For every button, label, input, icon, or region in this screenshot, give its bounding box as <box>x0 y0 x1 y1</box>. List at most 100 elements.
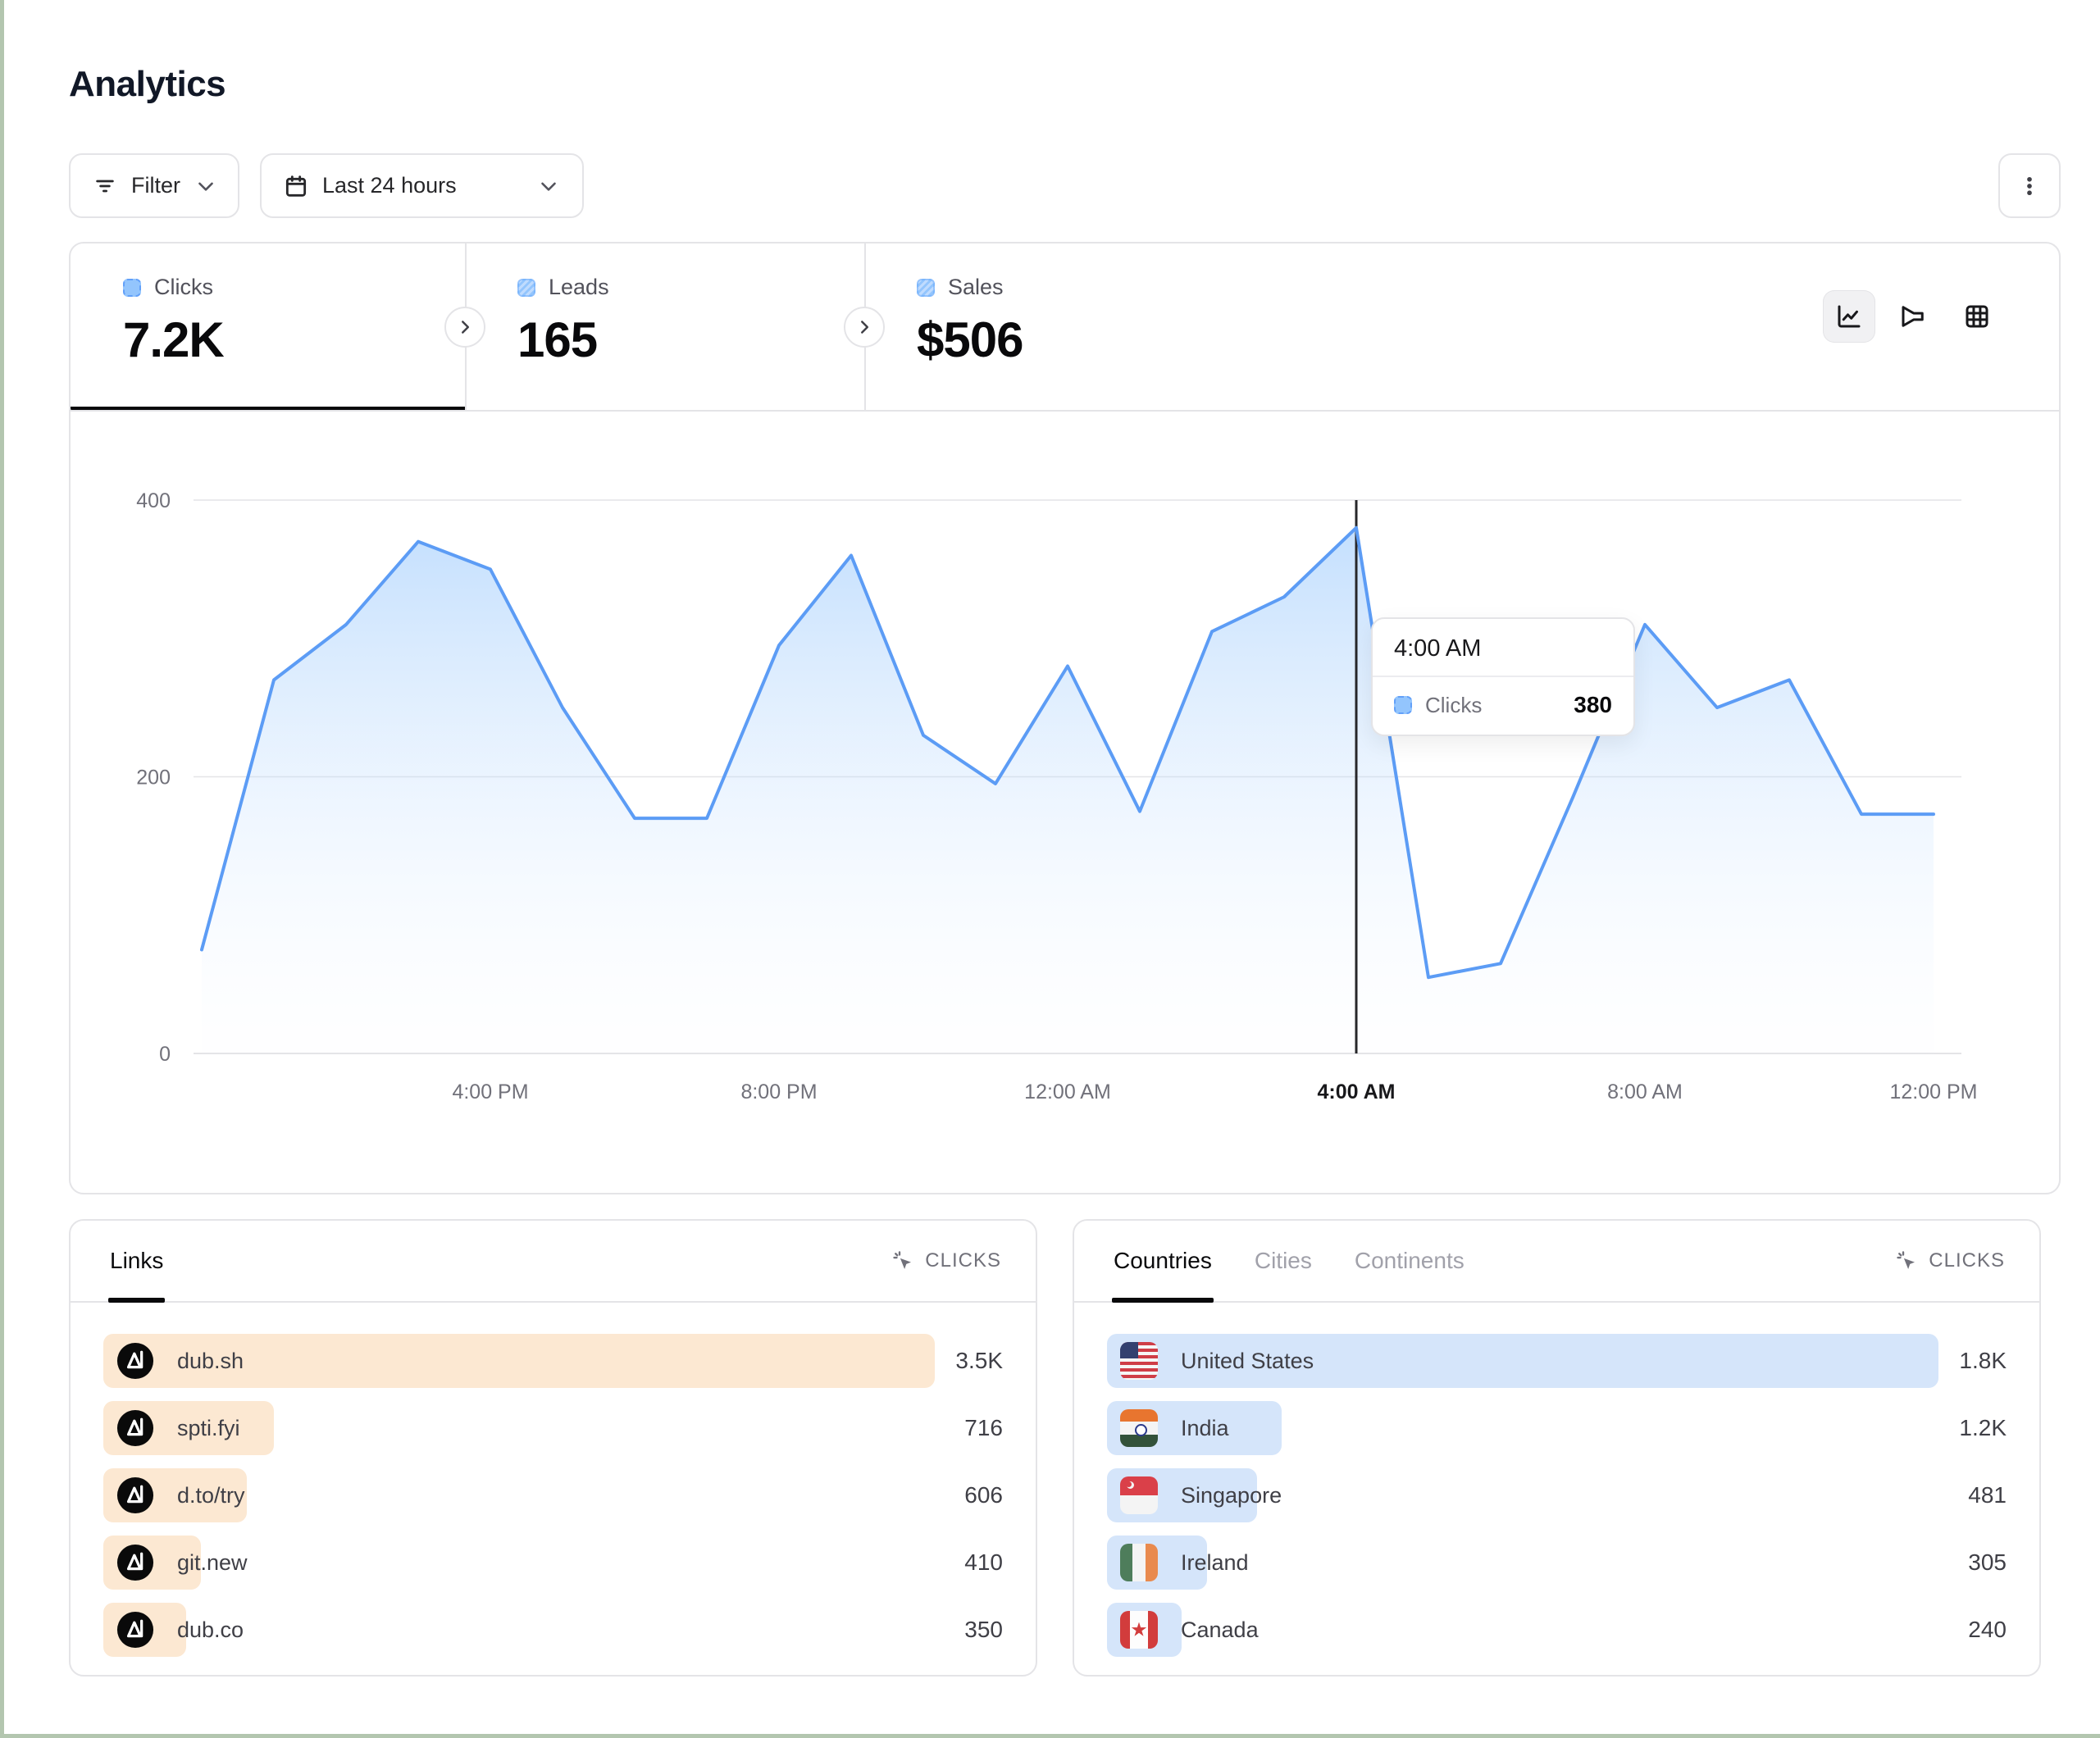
stat-value: 7.2K <box>123 312 225 367</box>
chevron-down-icon <box>536 174 561 198</box>
chart-type-toggle <box>1823 290 2003 343</box>
clicks-area-fill <box>202 527 1934 1053</box>
analytics-card: Clicks 7.2K Leads 165 Sales $506 <box>69 242 2061 1194</box>
geo-panel-header: Countries Cities Continents CLICKS <box>1074 1221 2039 1303</box>
clicks-time-series-chart[interactable]: 400 200 0 4:00 PM 8:00 PM 12:00 AM 4:00 AM 8:00… <box>71 412 2059 1194</box>
date-range-label: Last 24 hours <box>322 173 457 198</box>
more-options-button[interactable] <box>1998 153 2061 218</box>
x-axis-tick-label: 4:00 AM <box>1318 1081 1396 1103</box>
line-chart-view-button[interactable] <box>1823 290 1875 343</box>
stat-value: 165 <box>517 312 598 367</box>
item-name: Singapore <box>1181 1482 1282 1508</box>
list-item[interactable]: d.to/try 606 <box>103 1468 1003 1522</box>
item-name: India <box>1181 1415 1229 1440</box>
item-value: 410 <box>964 1549 1003 1575</box>
date-range-button[interactable]: Last 24 hours <box>260 153 584 218</box>
value-bar <box>103 1334 935 1388</box>
item-value: 1.8K <box>1959 1348 2007 1373</box>
x-axis-tick-label: 4:00 PM <box>452 1081 528 1103</box>
item-name: Ireland <box>1181 1549 1249 1575</box>
links-metric-label: CLICKS <box>925 1249 1001 1272</box>
ca-flag-icon <box>1120 1611 1158 1649</box>
filter-button-label: Filter <box>131 173 180 198</box>
sg-flag-icon <box>1120 1476 1158 1514</box>
expand-sales-button[interactable] <box>844 307 885 348</box>
item-name: Canada <box>1181 1617 1259 1642</box>
in-flag-icon <box>1120 1409 1158 1447</box>
line-chart-icon <box>1838 305 1861 328</box>
item-name: United States <box>1181 1348 1314 1373</box>
ie-flag-icon <box>1120 1544 1158 1581</box>
x-axis-tick-label: 8:00 AM <box>1607 1081 1683 1103</box>
list-item[interactable]: Canada 240 <box>1107 1603 2007 1657</box>
chevron-right-icon <box>861 321 869 334</box>
page-title: Analytics <box>69 64 226 104</box>
tooltip-series-label: Clicks <box>1425 692 1483 717</box>
list-item[interactable]: Singapore 481 <box>1107 1468 2007 1522</box>
list-item[interactable]: India 1.2K <box>1107 1401 2007 1455</box>
list-item[interactable]: dub.sh 3.5K <box>103 1334 1003 1388</box>
funnel-view-button[interactable] <box>1887 290 1939 343</box>
leads-legend-square <box>517 278 535 297</box>
tooltip-value: 380 <box>1574 692 1612 717</box>
links-metric-selector[interactable]: CLICKS <box>891 1249 1001 1273</box>
grid-table-icon <box>1966 305 1988 328</box>
item-name: dub.sh <box>177 1348 244 1373</box>
y-axis-tick-label: 0 <box>159 1043 171 1066</box>
sales-legend-square <box>917 278 935 297</box>
kebab-menu-icon <box>2016 172 2043 200</box>
y-axis-tick-label: 200 <box>136 767 171 789</box>
chevron-down-icon <box>194 174 218 198</box>
expand-leads-button[interactable] <box>444 307 485 348</box>
stat-tab-clicks[interactable]: Clicks 7.2K <box>71 243 465 412</box>
tab-countries[interactable]: Countries <box>1112 1221 1214 1303</box>
tooltip-time: 4:00 AM <box>1373 619 1633 677</box>
list-item[interactable]: Ireland 305 <box>1107 1536 2007 1590</box>
stats-row: Clicks 7.2K Leads 165 Sales $506 <box>71 243 2059 412</box>
list-item[interactable]: dub.co 350 <box>103 1603 1003 1657</box>
item-name: dub.co <box>177 1617 244 1642</box>
list-item[interactable]: spti.fyi 716 <box>103 1401 1003 1455</box>
funnel-icon <box>1902 306 1924 327</box>
window-edge-left <box>0 0 4 1738</box>
tab-cities[interactable]: Cities <box>1254 1248 1312 1273</box>
stat-tab-leads[interactable]: Leads 165 <box>465 243 864 412</box>
filter-button[interactable]: Filter <box>69 153 239 218</box>
stat-tab-sales[interactable]: Sales $506 <box>864 243 1264 412</box>
x-axis-tick-label: 8:00 PM <box>740 1081 817 1103</box>
area-chart-canvas[interactable]: 400 200 0 4:00 PM 8:00 PM 12:00 AM 4:00 AM 8:00… <box>71 412 2059 1194</box>
list-item[interactable]: United States 1.8K <box>1107 1334 2007 1388</box>
item-value: 1.2K <box>1959 1415 2007 1440</box>
y-axis-tick-label: 400 <box>136 489 171 512</box>
clicks-line-series <box>200 525 1935 980</box>
geo-metric-selector[interactable]: CLICKS <box>1894 1249 2005 1273</box>
x-axis-tick-label: 12:00 AM <box>1024 1081 1111 1103</box>
window-edge-bottom <box>0 1734 2100 1738</box>
chart-tooltip: 4:00 AM Clicks 380 <box>1371 617 1635 736</box>
item-name: d.to/try <box>177 1482 245 1508</box>
stat-label: Sales <box>948 275 1004 299</box>
value-bar <box>1107 1334 1938 1388</box>
clicks-legend-square <box>123 278 141 297</box>
dub-logo-avatar <box>116 1409 154 1447</box>
dub-logo-avatar <box>116 1544 154 1581</box>
geo-panel: Countries Cities Continents CLICKS Unite… <box>1073 1219 2041 1677</box>
geo-metric-label: CLICKS <box>1929 1249 2005 1272</box>
links-panel: Links CLICKS dub.sh 3.5K spti.fyi 716 d.to/t… <box>69 1219 1037 1677</box>
item-value: 305 <box>1968 1549 2007 1575</box>
cursor-click-icon <box>1897 1251 1916 1269</box>
table-view-button[interactable] <box>1951 290 2003 343</box>
list-item[interactable]: git.new 410 <box>103 1536 1003 1590</box>
item-value: 481 <box>1968 1482 2007 1508</box>
us-flag-icon <box>1120 1342 1158 1380</box>
stat-label: Clicks <box>154 275 213 299</box>
item-value: 350 <box>964 1617 1003 1642</box>
dub-logo-avatar <box>116 1342 154 1380</box>
item-name: git.new <box>177 1549 248 1575</box>
tab-continents[interactable]: Continents <box>1354 1248 1465 1273</box>
chevron-right-icon <box>462 321 470 334</box>
tab-links[interactable]: Links <box>107 1221 166 1303</box>
item-value: 606 <box>964 1482 1003 1508</box>
dub-logo-avatar <box>116 1476 154 1514</box>
